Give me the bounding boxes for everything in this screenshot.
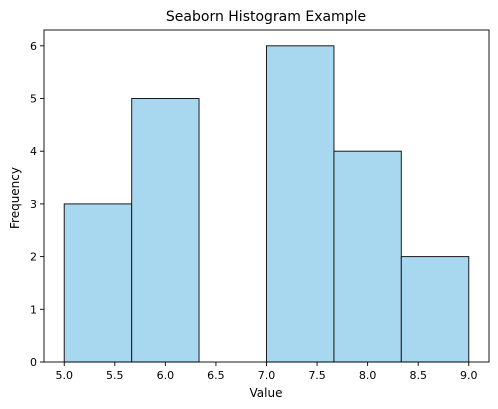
x-tick-label: 8.5 — [409, 369, 427, 382]
x-tick-label: 7.0 — [258, 369, 276, 382]
histogram-bar-1 — [63, 203, 133, 363]
x-tick-label: 9.0 — [460, 369, 478, 382]
x-axis-label: Value — [250, 386, 283, 400]
chart-title: Seaborn Histogram Example — [166, 9, 366, 25]
y-axis-label: Frequency — [8, 167, 22, 229]
histogram-bar-4 — [266, 45, 335, 363]
y-tick-label: 5 — [30, 93, 37, 106]
x-tick-label: 6.0 — [157, 369, 175, 382]
x-tick-label: 7.5 — [308, 369, 326, 382]
x-axis-ticks: 5.0 5.5 6.0 6.5 7.0 7.5 8.0 8.5 9.0 — [55, 362, 478, 382]
y-tick-label: 2 — [30, 251, 37, 264]
y-tick-label: 0 — [30, 356, 37, 369]
y-tick-label: 6 — [30, 40, 37, 53]
y-tick-label: 3 — [30, 198, 37, 211]
x-tick-label: 6.5 — [207, 369, 225, 382]
x-tick-label: 5.0 — [55, 369, 73, 382]
y-tick-label: 4 — [30, 145, 37, 158]
histogram-bar-2 — [131, 98, 200, 363]
y-axis-ticks: 0 1 2 3 4 5 6 — [30, 40, 44, 369]
y-tick-label: 1 — [30, 303, 37, 316]
x-tick-label: 5.5 — [106, 369, 124, 382]
histogram-bar-6 — [400, 256, 470, 363]
bars-group — [63, 45, 470, 363]
histogram-bar-5 — [333, 150, 402, 363]
x-tick-label: 8.0 — [359, 369, 377, 382]
